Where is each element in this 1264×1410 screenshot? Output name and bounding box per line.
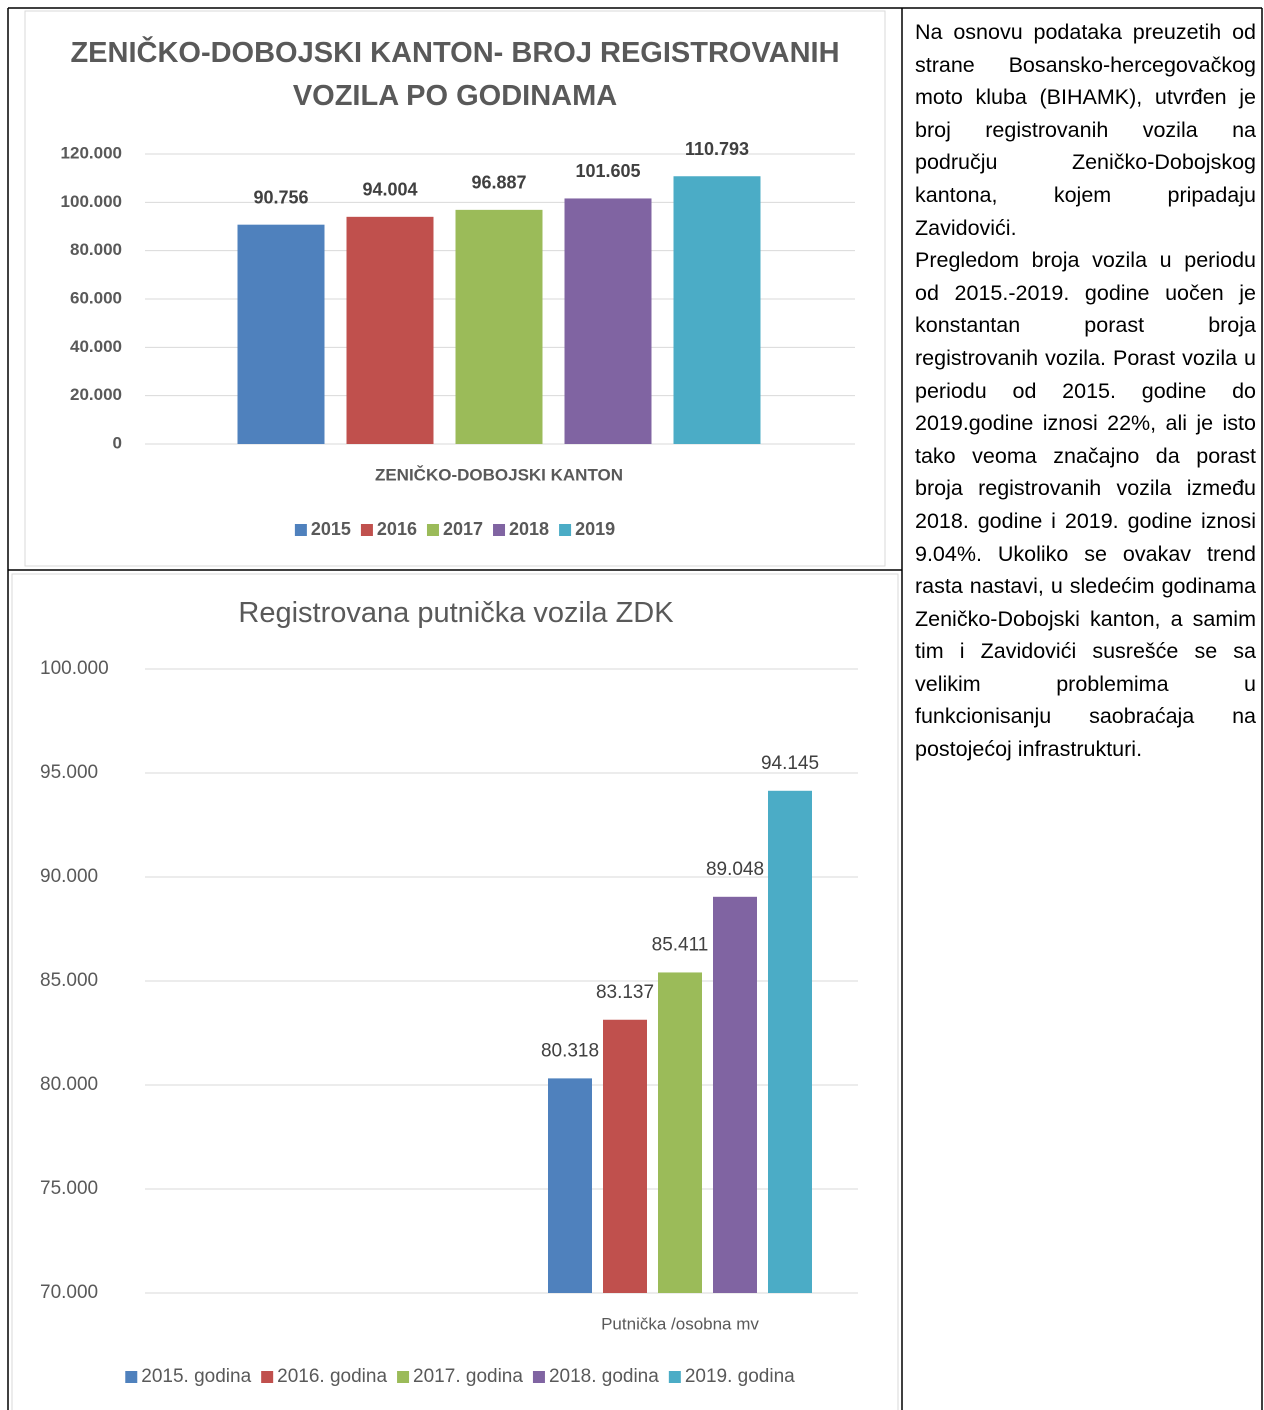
chart-title: Registrovana putnička vozila ZDK (238, 597, 674, 629)
data-label: 83.137 (596, 982, 654, 1003)
data-label: 94.145 (761, 753, 819, 774)
legend-swatch (360, 524, 373, 536)
data-label: 89.048 (706, 859, 764, 880)
bar (768, 790, 812, 1293)
legend-label: 2017 (443, 519, 483, 539)
y-tick-label: 80.000 (70, 240, 122, 259)
chart-title: ZENIČKO-DOBOJSKI KANTON- BROJ REGISTROVA… (70, 37, 840, 112)
legend-swatch (668, 1371, 681, 1383)
legend-label: 2015 (311, 519, 351, 539)
y-tick-label: 60.000 (70, 288, 122, 307)
legend-label: 2017. godina (413, 1366, 523, 1387)
paragraph: Pregledom broja vozila u periodu od 2015… (915, 248, 1256, 762)
y-tick-label: 75.000 (40, 1178, 98, 1199)
bar (237, 224, 325, 444)
data-label: 96.887 (471, 173, 526, 193)
data-label: 85.411 (652, 934, 709, 955)
legend-swatch (261, 1371, 274, 1383)
legend-label: 2019 (575, 519, 615, 539)
bar (548, 1078, 592, 1293)
bar (673, 176, 761, 444)
legend-swatch (397, 1371, 410, 1383)
y-tick-label: 90.000 (40, 866, 98, 887)
paragraph: Na osnovu podataka preuzetih od strane B… (915, 20, 1256, 240)
legend-label: 2018. godina (549, 1366, 659, 1387)
legend-label: 2016. godina (277, 1366, 387, 1387)
y-tick-label: 100.000 (40, 658, 109, 679)
bar (713, 896, 757, 1293)
y-tick-label: 95.000 (40, 762, 98, 783)
data-label: 94.004 (362, 180, 417, 200)
bar (658, 972, 702, 1293)
bar (455, 209, 543, 444)
legend-label: 2016 (377, 519, 417, 539)
y-tick-label: 120.000 (61, 143, 122, 162)
data-label: 90.756 (253, 187, 308, 207)
legend-swatch (493, 524, 506, 536)
data-label: 80.318 (541, 1040, 599, 1061)
y-tick-label: 80.000 (40, 1074, 98, 1095)
legend-swatch (294, 524, 307, 536)
data-label: 110.793 (685, 139, 749, 159)
legend-swatch (426, 524, 439, 536)
chart-frame (24, 10, 886, 567)
y-tick-label: 100.000 (61, 192, 122, 211)
y-tick-label: 20.000 (70, 385, 122, 404)
data-label: 101.605 (575, 161, 640, 181)
y-tick-label: 85.000 (40, 970, 98, 991)
legend-label: 2018 (509, 519, 549, 539)
legend-label: 2015. godina (141, 1366, 251, 1387)
x-tick-label: Putnička /osobna mv (601, 1314, 759, 1333)
y-tick-label: 70.000 (40, 1282, 98, 1303)
legend-swatch (559, 524, 572, 536)
body-text: Na osnovu podataka preuzetih od strane B… (915, 16, 1256, 766)
bar (346, 216, 434, 444)
y-tick-label: 0 (113, 433, 122, 452)
bar (603, 1019, 647, 1293)
legend-swatch (532, 1371, 545, 1383)
bar (564, 198, 652, 444)
legend-swatch (125, 1371, 138, 1383)
y-tick-label: 40.000 (70, 337, 122, 356)
x-tick-label: ZENIČKO-DOBOJSKI KANTON (375, 465, 623, 484)
chart-frame (11, 573, 899, 1410)
legend-label: 2019. godina (685, 1366, 795, 1387)
